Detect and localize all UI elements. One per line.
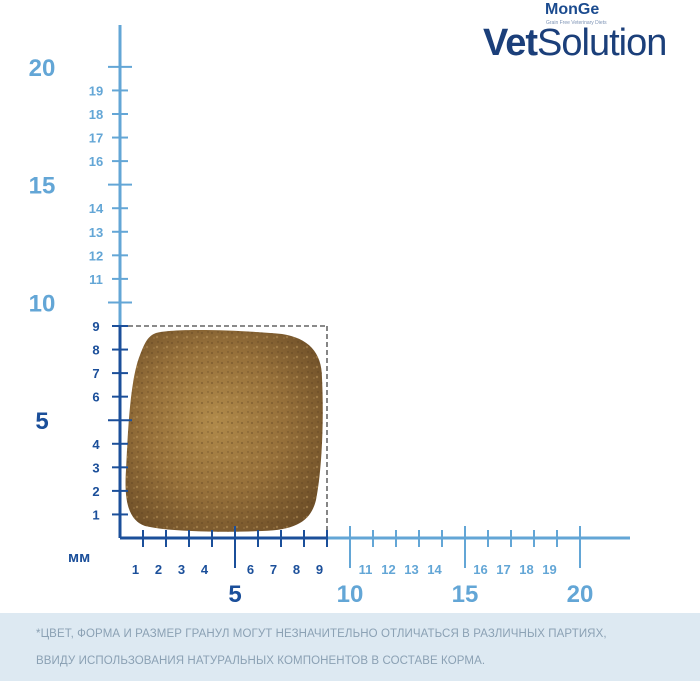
ruler-ticks bbox=[108, 65, 581, 568]
vertical-label-8: 8 bbox=[92, 343, 99, 358]
horizontal-label-17: 17 bbox=[496, 562, 510, 577]
horizontal-label-11: 11 bbox=[359, 562, 373, 577]
vertical-label-7: 7 bbox=[92, 366, 99, 381]
vertical-major-label-20: 20 bbox=[29, 55, 56, 82]
disclaimer-line-1: *ЦВЕТ, ФОРМА И РАЗМЕР ГРАНУЛ МОГУТ НЕЗНА… bbox=[36, 628, 607, 640]
horizontal-major-label-20: 20 bbox=[567, 581, 594, 608]
vertical-major-label-15: 15 bbox=[29, 173, 56, 200]
disclaimer-line-2: ВВИДУ ИСПОЛЬЗОВАНИЯ НАТУРАЛЬНЫХ КОМПОНЕН… bbox=[36, 655, 486, 667]
vetsolution-logo: VetSolution bbox=[483, 22, 667, 64]
horizontal-label-6: 6 bbox=[247, 562, 254, 577]
unit-label: мм bbox=[68, 549, 90, 566]
vertical-major-label-5: 5 bbox=[35, 408, 48, 435]
vertical-label-3: 3 bbox=[92, 460, 99, 475]
horizontal-major-label-5: 5 bbox=[228, 581, 241, 608]
horizontal-label-19: 19 bbox=[542, 562, 556, 577]
monge-tagline: Grain Free Veterinary Diets bbox=[546, 20, 607, 26]
kibble-outline bbox=[120, 325, 328, 538]
monge-logo: MonGe bbox=[545, 1, 600, 18]
horizontal-label-1: 1 bbox=[132, 562, 139, 577]
horizontal-label-3: 3 bbox=[178, 562, 185, 577]
horizontal-label-18: 18 bbox=[519, 562, 533, 577]
vertical-label-4: 4 bbox=[92, 437, 100, 452]
horizontal-label-4: 4 bbox=[201, 562, 209, 577]
horizontal-label-7: 7 bbox=[270, 562, 277, 577]
horizontal-label-8: 8 bbox=[293, 562, 300, 577]
kibble-image bbox=[125, 330, 323, 532]
vertical-label-17: 17 bbox=[89, 131, 103, 146]
horizontal-major-label-15: 15 bbox=[452, 581, 479, 608]
vertical-label-11: 11 bbox=[89, 272, 103, 287]
logo-vet: Vet bbox=[483, 22, 538, 64]
vertical-label-6: 6 bbox=[92, 390, 99, 405]
vertical-label-19: 19 bbox=[89, 83, 103, 98]
horizontal-label-2: 2 bbox=[155, 562, 162, 577]
horizontal-label-12: 12 bbox=[381, 562, 395, 577]
logo-solution: Solution bbox=[537, 22, 667, 64]
horizontal-label-16: 16 bbox=[473, 562, 487, 577]
vertical-label-18: 18 bbox=[89, 107, 103, 122]
vertical-label-16: 16 bbox=[89, 154, 103, 169]
disclaimer-panel: *ЦВЕТ, ФОРМА И РАЗМЕР ГРАНУЛ МОГУТ НЕЗНА… bbox=[0, 613, 700, 681]
vertical-label-9: 9 bbox=[92, 319, 99, 334]
horizontal-major-label-10: 10 bbox=[337, 581, 364, 608]
vertical-label-2: 2 bbox=[92, 484, 99, 499]
horizontal-label-9: 9 bbox=[316, 562, 323, 577]
horizontal-label-13: 13 bbox=[404, 562, 418, 577]
horizontal-label-14: 14 bbox=[427, 562, 442, 577]
vertical-label-14: 14 bbox=[89, 201, 104, 216]
vertical-label-12: 12 bbox=[89, 248, 103, 263]
kibble-texture bbox=[125, 330, 323, 532]
vertical-label-1: 1 bbox=[92, 507, 99, 522]
vertical-major-label-10: 10 bbox=[29, 290, 56, 317]
vertical-label-13: 13 bbox=[89, 225, 103, 240]
